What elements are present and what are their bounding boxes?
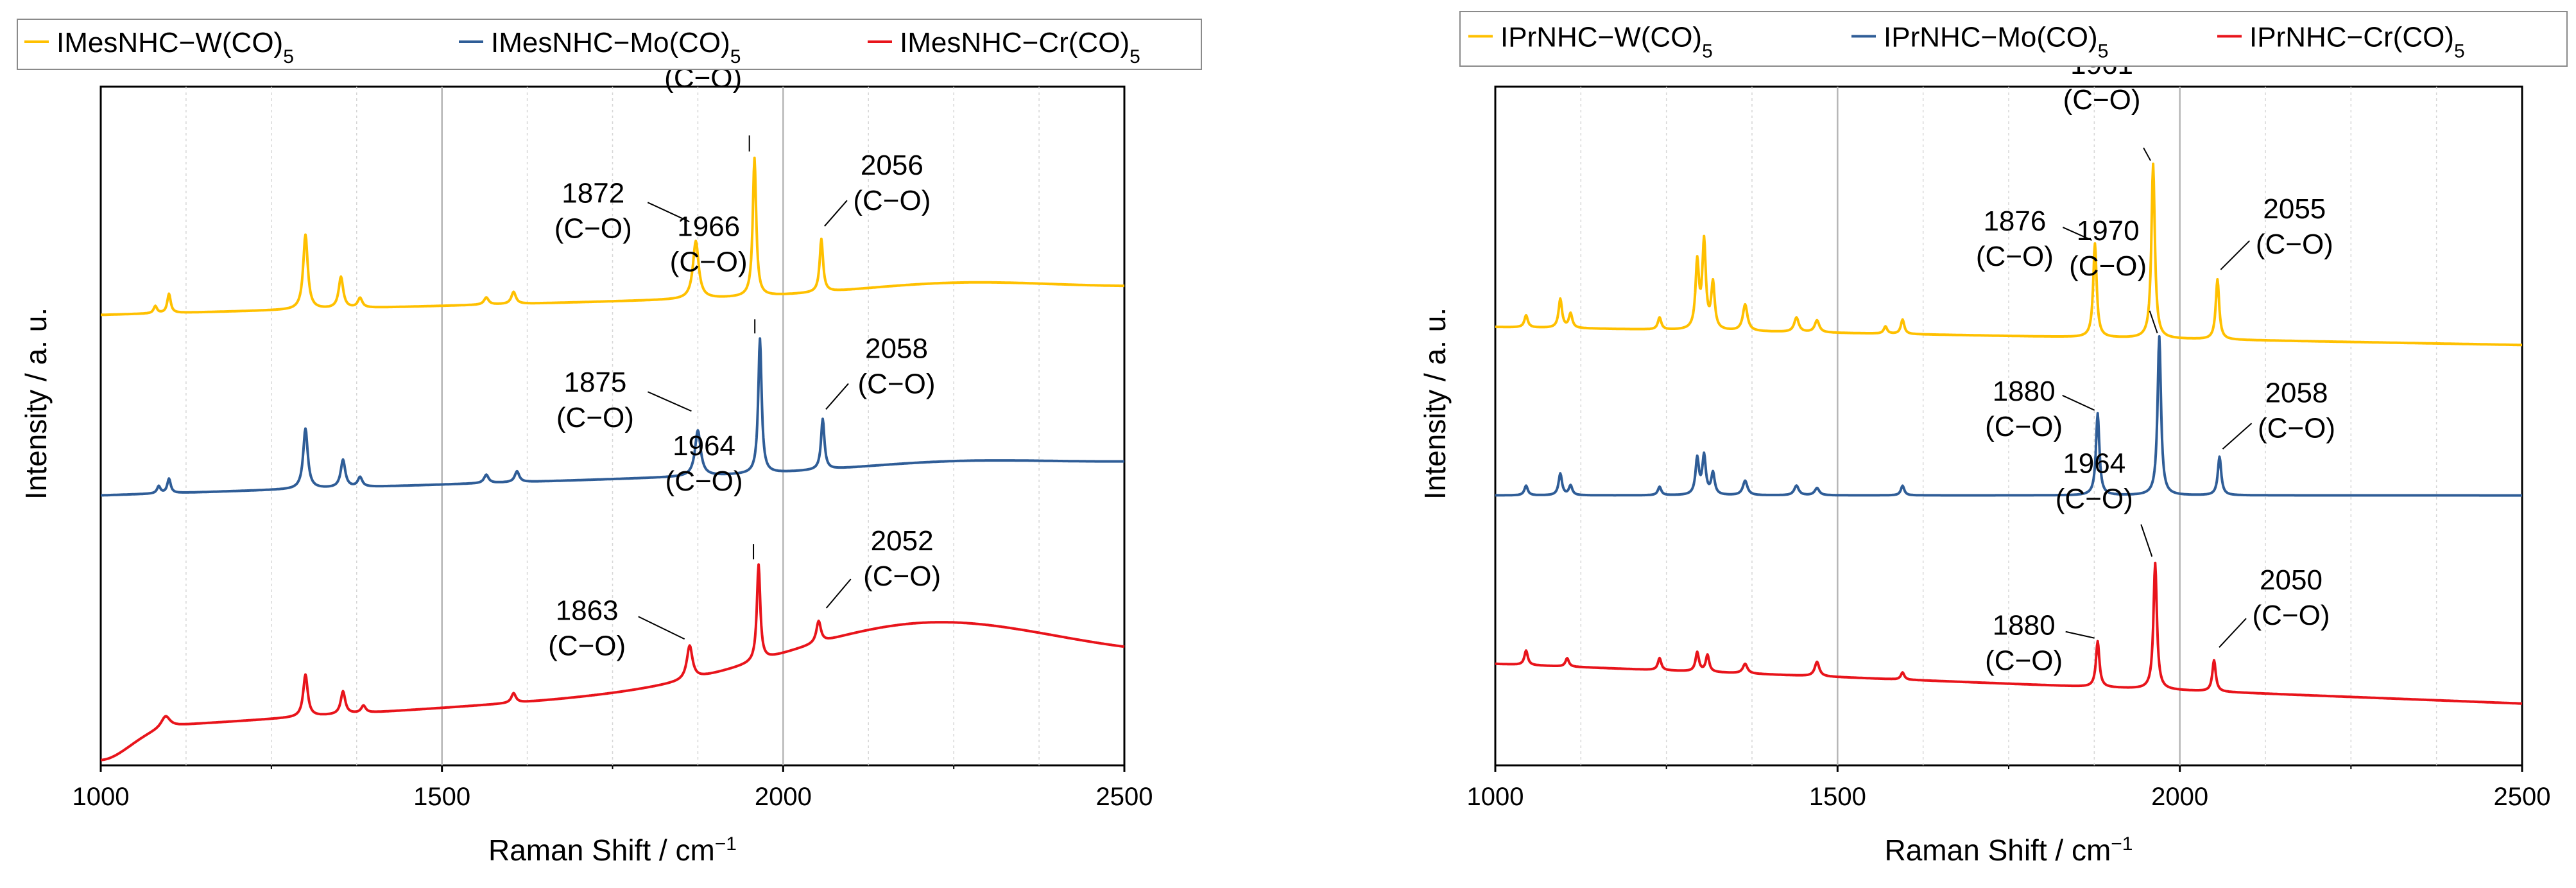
annotation-leader <box>2065 631 2095 639</box>
x-tick-label: 1000 <box>73 783 130 811</box>
annotation-label: (C−O) <box>665 466 743 497</box>
series-line-0 <box>1495 162 2523 347</box>
right-panel: 1000 1500 2000 2500 Raman Shift / cm−1 Intens… <box>1418 11 2568 867</box>
series-line-1 <box>100 337 1125 497</box>
annotation-leader <box>638 616 685 640</box>
annotation-label: (C−O) <box>670 246 748 277</box>
annotation-value: 1876 <box>1983 205 2046 237</box>
annotation-value: 1964 <box>2063 448 2125 480</box>
series-line-1 <box>1495 335 2523 497</box>
series-line-2 <box>1495 561 2523 705</box>
series-line-0 <box>100 156 1125 317</box>
annotation-leader <box>825 579 852 609</box>
annotation-label: (C−O) <box>853 185 931 216</box>
annotation-value: 2055 <box>2263 193 2326 225</box>
annotation-value: 1872 <box>562 177 624 209</box>
annotation-value: 1880 <box>1993 610 2056 641</box>
x-axis-label: Raman Shift / cm−1 <box>1885 833 2133 867</box>
annotation-value: 1964 <box>673 430 735 462</box>
annotation-value: 2058 <box>2265 377 2328 408</box>
annotation-leader <box>2219 618 2247 648</box>
annotation-label: (C−O) <box>2063 84 2141 116</box>
legend-box <box>17 19 1202 70</box>
annotation-label: (C−O) <box>2056 483 2133 515</box>
annotation-leader <box>2062 394 2095 411</box>
y-axis-label: Intensity / a. u. <box>1418 308 1452 500</box>
annotation-leader <box>648 391 692 412</box>
series-line-2 <box>100 563 1125 762</box>
annotation-label: (C−O) <box>2256 229 2333 260</box>
annotation-leader <box>824 200 848 227</box>
annotation-leader <box>825 383 849 410</box>
annotation-label: (C−O) <box>2253 600 2330 631</box>
annotation-value: 1875 <box>563 367 626 398</box>
annotation-leader <box>2062 227 2092 241</box>
annotation-label: (C−O) <box>2069 250 2147 282</box>
annotation-value: 1966 <box>677 211 740 242</box>
annotation-label: (C−O) <box>556 402 634 433</box>
x-tick-label: 2000 <box>755 783 812 811</box>
annotation-label: (C−O) <box>1985 411 2063 442</box>
annotation-leader <box>2222 422 2253 450</box>
annotation-leader <box>2140 524 2153 557</box>
x-tick-label: 1500 <box>413 783 470 811</box>
annotation-value: 2058 <box>865 333 928 364</box>
annotation-label: (C−O) <box>863 561 941 592</box>
x-axis-label: Raman Shift / cm−1 <box>488 833 737 867</box>
annotation-label: (C−O) <box>1976 241 2054 272</box>
x-tick-label: 2500 <box>1096 783 1153 811</box>
x-tick-label: 2000 <box>2151 783 2208 811</box>
left-panel: 1000 1500 2000 2500 Raman Shift / cm−1 Intens… <box>17 19 1202 867</box>
legend-box <box>1459 11 2568 67</box>
y-axis-label: Intensity / a. u. <box>19 308 53 500</box>
annotation-label: (C−O) <box>858 368 936 399</box>
x-tick-label: 1500 <box>1809 783 1866 811</box>
annotation-label: (C−O) <box>1985 645 2063 677</box>
annotation-leader <box>647 202 690 223</box>
annotation-label: (C−O) <box>2258 412 2335 444</box>
annotation-label: (C−O) <box>548 630 626 661</box>
annotation-label: (C−O) <box>554 213 632 244</box>
x-tick-label: 2500 <box>2494 783 2551 811</box>
annotation-value: 2052 <box>871 525 934 557</box>
annotation-value: 2056 <box>861 150 923 181</box>
annotation-value: 1863 <box>556 595 619 626</box>
annotation-leader <box>2143 147 2151 161</box>
annotation-leader <box>2220 240 2251 270</box>
annotation-value: 1970 <box>2077 215 2140 247</box>
annotation-value: 1880 <box>1993 376 2056 407</box>
annotation-leader <box>2149 310 2158 334</box>
x-tick-label: 1000 <box>1467 783 1524 811</box>
annotation-value: 2050 <box>2260 564 2323 596</box>
